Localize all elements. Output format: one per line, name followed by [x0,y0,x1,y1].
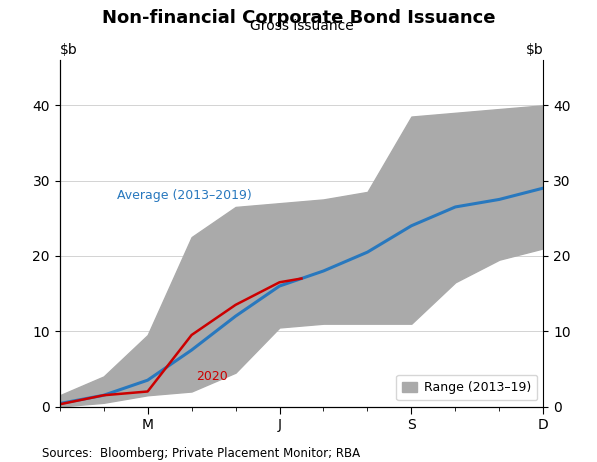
Text: Non-financial Corporate Bond Issuance: Non-financial Corporate Bond Issuance [101,9,496,27]
Title: Gross issuance: Gross issuance [250,18,353,32]
Text: Average (2013–2019): Average (2013–2019) [117,189,251,202]
Legend: Range (2013–19): Range (2013–19) [396,375,537,400]
Text: 2020: 2020 [196,370,227,383]
Text: $b: $b [525,43,543,57]
Text: Sources:  Bloomberg; Private Placement Monitor; RBA: Sources: Bloomberg; Private Placement Mo… [42,447,360,460]
Text: $b: $b [60,43,78,57]
